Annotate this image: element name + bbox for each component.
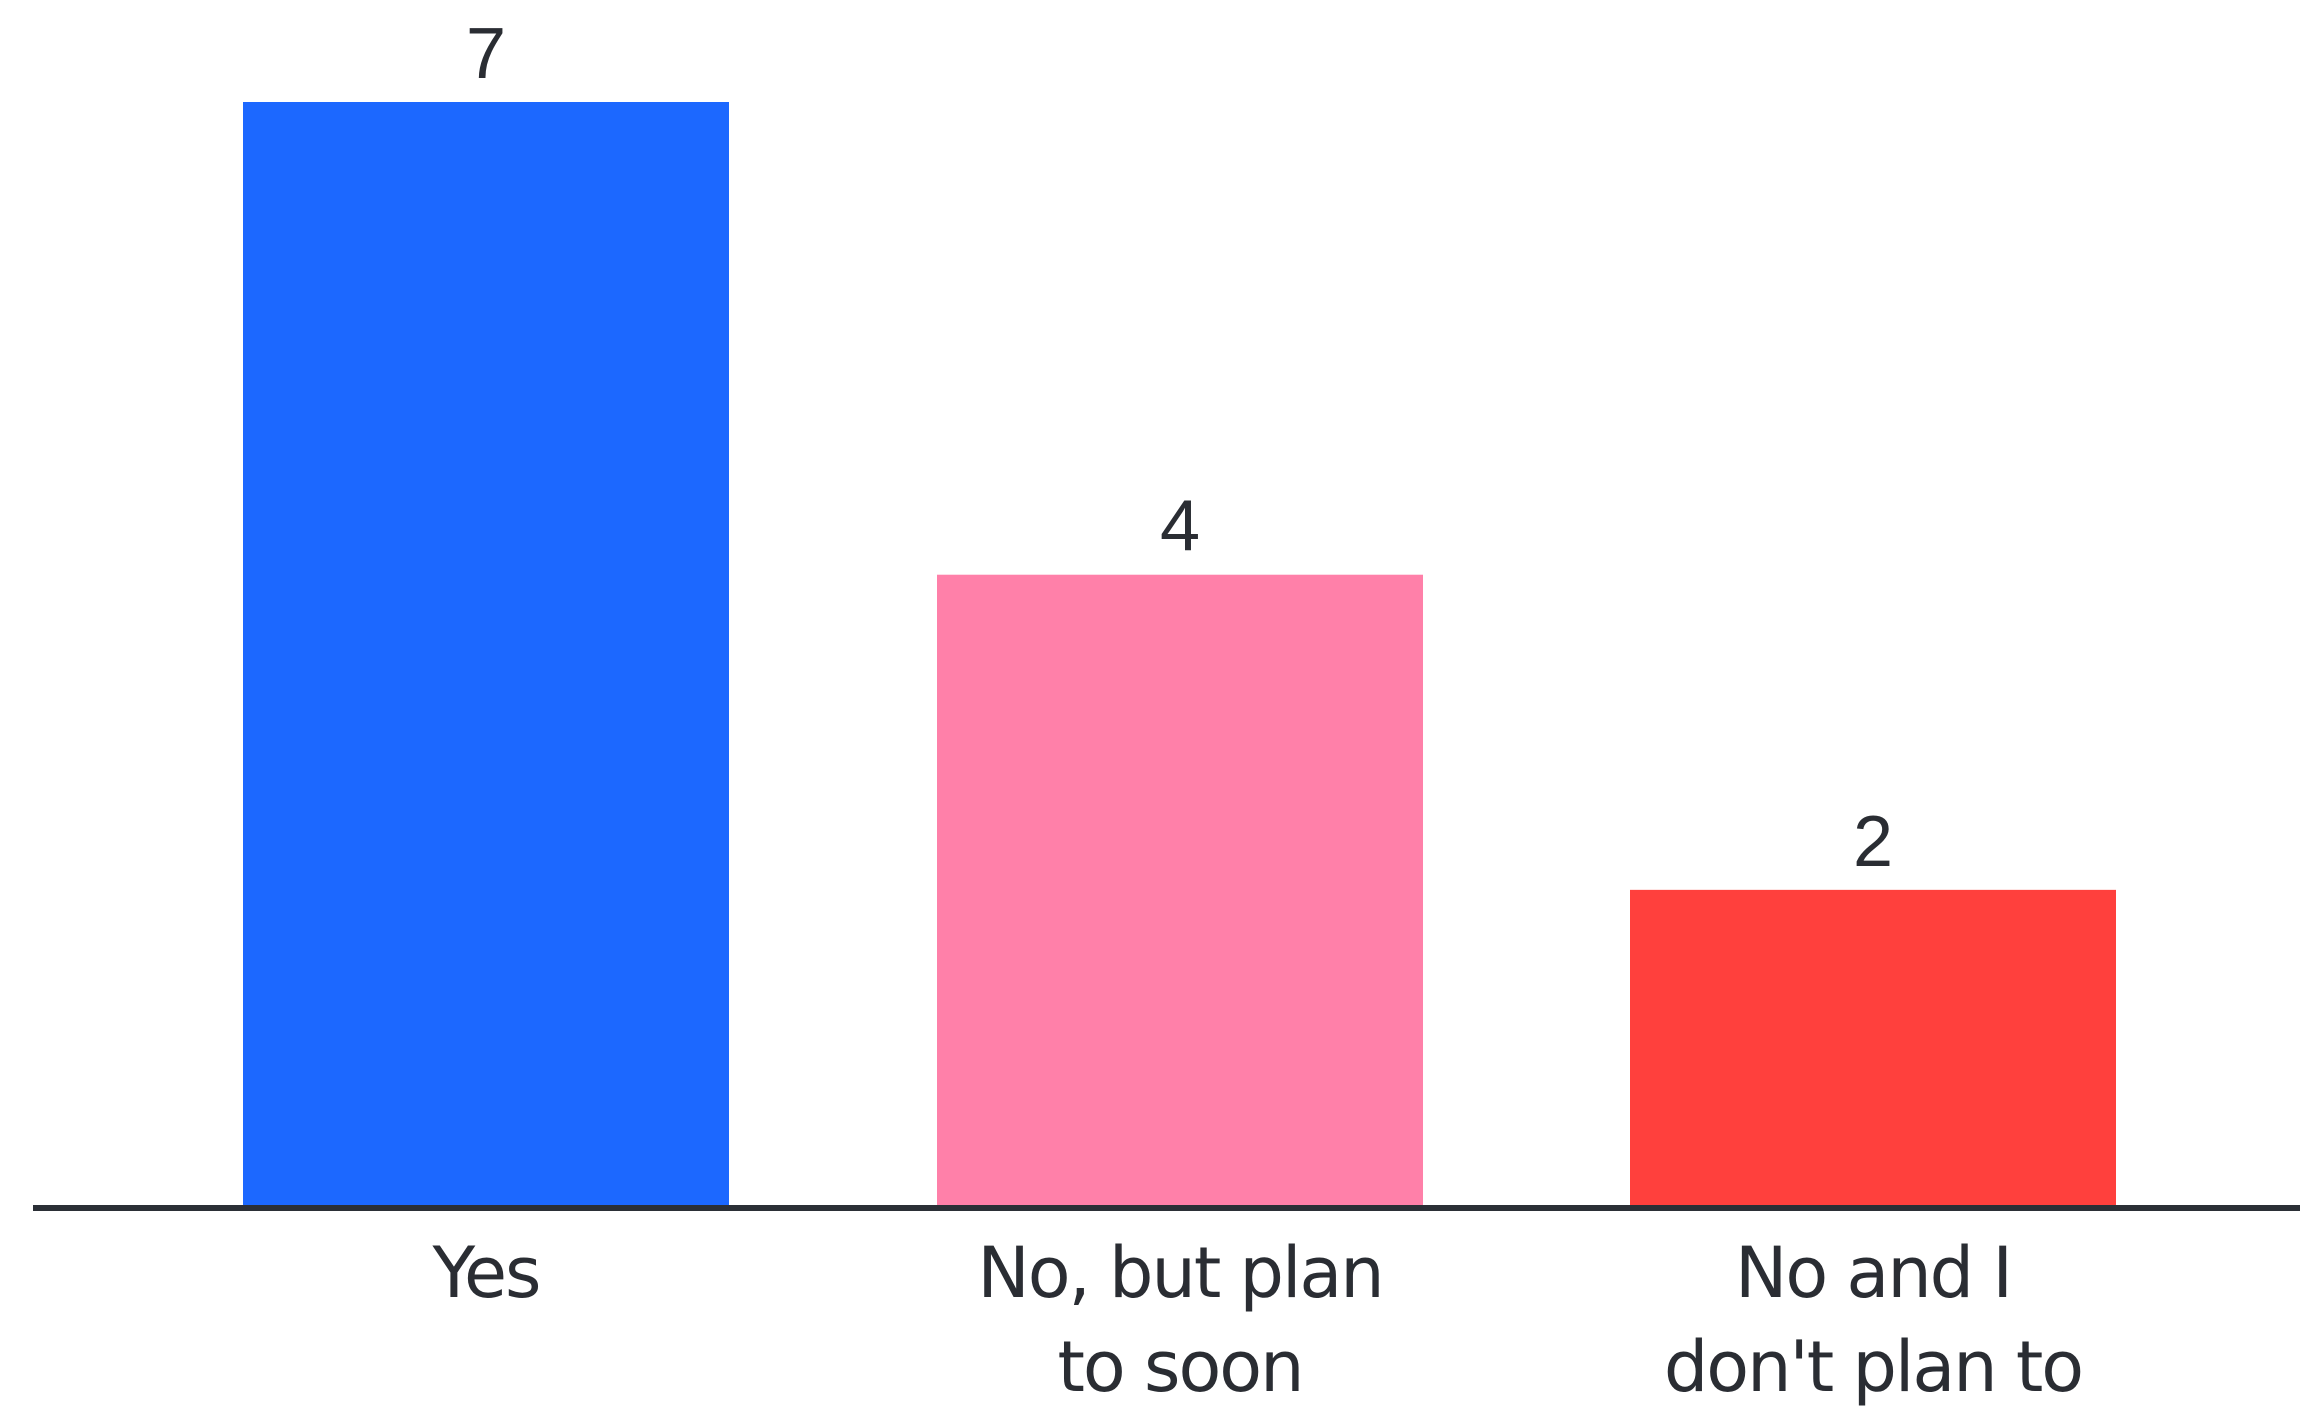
value-label-1: 7	[466, 14, 506, 94]
bar-3	[1630, 889, 2116, 1205]
bar-2	[937, 574, 1423, 1205]
category-label-2-line-2: to soon	[1057, 1326, 1302, 1408]
value-label-3: 2	[1853, 802, 1893, 882]
value-label-2: 4	[1160, 487, 1200, 567]
value-labels-layer: 7 4 2	[466, 14, 1893, 882]
category-label-2-line-1: No, but plan	[977, 1232, 1382, 1314]
bar-1	[243, 102, 729, 1205]
bars-layer	[243, 102, 2116, 1205]
category-label-3-line-2: don't plan to	[1664, 1326, 2082, 1408]
category-labels-layer: Yes No, but plan to soon No and I don't plan…	[432, 1232, 2085, 1408]
category-label-1-line-1: Yes	[432, 1232, 540, 1314]
category-label-3-line-1: No and I	[1735, 1232, 2011, 1314]
